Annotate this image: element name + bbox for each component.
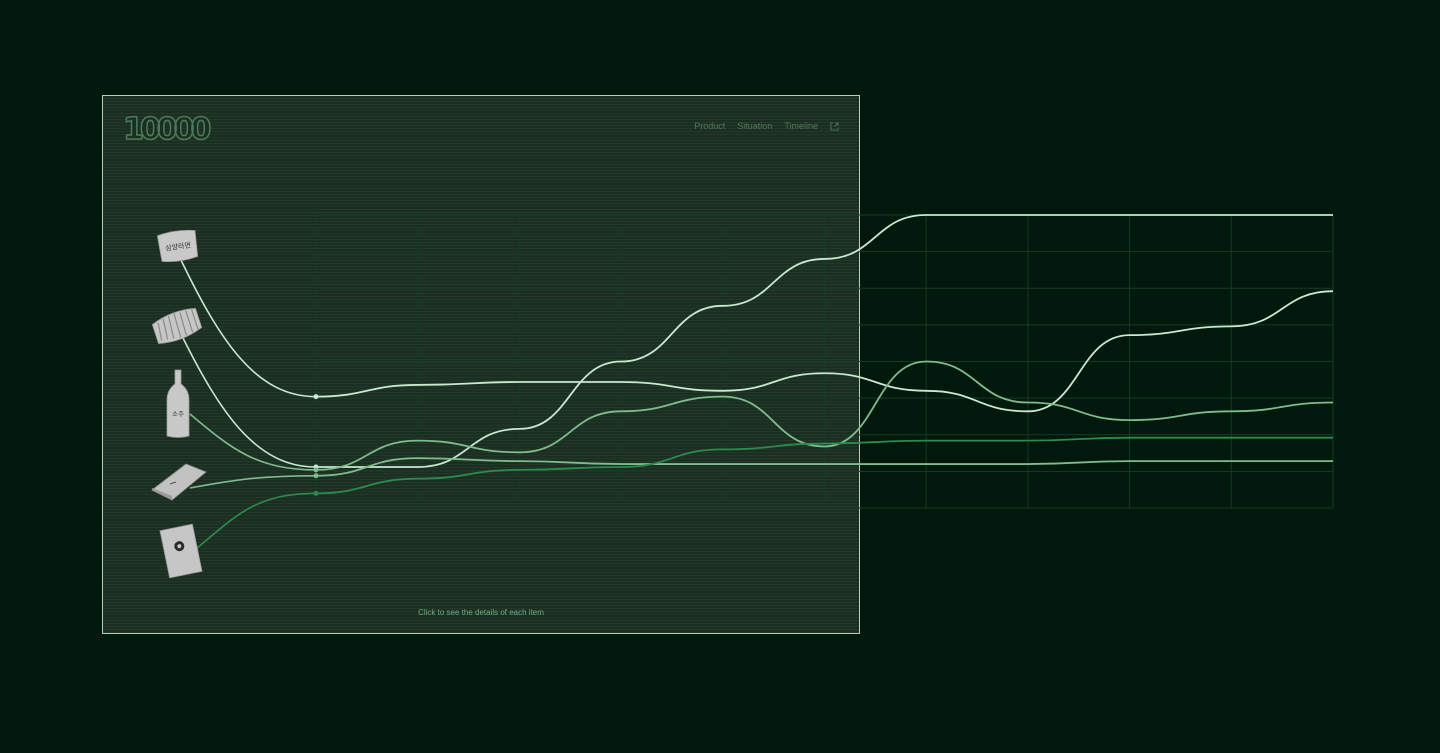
series-start-point-1 — [313, 394, 319, 400]
series-start-point-3 — [313, 467, 319, 473]
product-connector-line — [179, 331, 317, 468]
product-soju-bottle[interactable]: 소주 — [163, 368, 193, 445]
series-line-5 — [315, 436, 1333, 495]
logo[interactable]: 10000 — [122, 111, 212, 148]
product-pouch-pack[interactable] — [158, 523, 204, 583]
snack-bag-icon — [151, 308, 203, 344]
series-line-3 — [315, 360, 1334, 471]
nav-product[interactable]: Product — [694, 121, 726, 131]
series-start-point-5 — [313, 490, 319, 496]
product-connector-line — [179, 257, 317, 398]
product-ramen-pack[interactable]: 삼양라면 — [156, 228, 200, 269]
soju-bottle-icon: 소주 — [166, 369, 190, 438]
product-connector-line — [189, 474, 317, 489]
chart-grid — [315, 214, 1334, 509]
chart-series — [313, 214, 1334, 496]
app-window: 10000 Product Situation Timeline Click t… — [102, 95, 860, 634]
hint-text: Click to see the details of each item — [418, 608, 544, 617]
top-nav: Product Situation Timeline — [694, 121, 839, 131]
product-connector-line — [189, 413, 317, 471]
box-pack-icon — [151, 463, 207, 501]
series-line-1 — [315, 290, 1334, 413]
ramen-pack-icon: 삼양라면 — [156, 229, 199, 263]
product-snack-bag[interactable] — [150, 305, 204, 352]
nav-timeline[interactable]: Timeline — [784, 121, 818, 131]
pouch-pack-icon — [159, 523, 203, 579]
external-link-icon[interactable] — [830, 121, 839, 131]
series-line-2 — [316, 214, 1333, 468]
soju-bottle-label: 소주 — [172, 410, 184, 418]
nav-situation[interactable]: Situation — [737, 121, 773, 131]
product-box-pack[interactable] — [150, 462, 208, 507]
ramen-pack-label: 삼양라면 — [165, 240, 192, 252]
series-line-4 — [315, 457, 1333, 477]
product-connectors — [179, 257, 317, 550]
series-start-point-4 — [313, 473, 319, 479]
product-connector-line — [195, 492, 317, 550]
